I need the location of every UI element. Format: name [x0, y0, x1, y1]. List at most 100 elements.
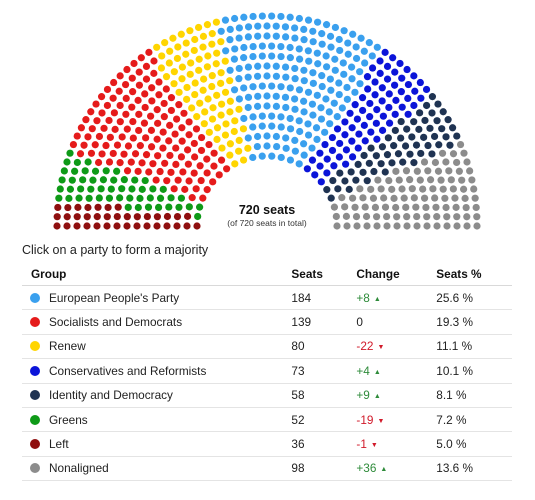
seat-dot[interactable]	[69, 140, 78, 149]
seat-dot[interactable]	[148, 97, 156, 105]
seat-dot[interactable]	[152, 176, 160, 184]
seat-dot[interactable]	[150, 57, 158, 65]
seat-dot[interactable]	[244, 33, 252, 41]
seat-dot[interactable]	[398, 185, 406, 193]
seat-dot[interactable]	[63, 222, 71, 230]
seat-dot[interactable]	[253, 132, 262, 141]
seat-dot[interactable]	[166, 151, 174, 160]
seat-dot[interactable]	[303, 165, 311, 173]
seat-dot[interactable]	[165, 137, 173, 145]
seat-dot[interactable]	[347, 168, 355, 176]
seat-dot[interactable]	[148, 84, 156, 92]
seat-dot[interactable]	[400, 194, 408, 202]
seat-dot[interactable]	[181, 185, 189, 193]
seat-dot[interactable]	[208, 30, 216, 38]
seat-dot[interactable]	[268, 122, 276, 130]
seat-dot[interactable]	[321, 128, 329, 136]
seat-dot[interactable]	[66, 185, 75, 193]
seat-dot[interactable]	[129, 117, 137, 126]
seat-dot[interactable]	[377, 185, 385, 193]
seat-dot[interactable]	[159, 185, 167, 193]
seat-dot[interactable]	[309, 111, 317, 119]
seat-dot[interactable]	[291, 75, 299, 83]
seat-dot[interactable]	[106, 133, 114, 141]
seat-dot[interactable]	[348, 153, 357, 161]
seat-dot[interactable]	[217, 111, 225, 119]
seat-dot[interactable]	[97, 93, 106, 101]
seat-dot[interactable]	[403, 222, 411, 230]
seat-dot[interactable]	[173, 115, 181, 123]
seat-dot[interactable]	[410, 159, 418, 167]
seat-dot[interactable]	[183, 212, 192, 220]
seat-dot[interactable]	[249, 113, 257, 121]
seat-dot[interactable]	[277, 12, 285, 21]
seat-dot[interactable]	[362, 212, 371, 221]
seat-dot[interactable]	[459, 185, 468, 193]
seat-dot[interactable]	[416, 109, 424, 117]
seat-dot[interactable]	[331, 66, 339, 74]
seat-dot[interactable]	[170, 185, 178, 193]
seat-dot[interactable]	[394, 150, 403, 158]
seat-dot[interactable]	[393, 213, 401, 221]
seat-dot[interactable]	[154, 119, 162, 127]
seat-dot[interactable]	[420, 133, 428, 141]
seat-dot[interactable]	[199, 194, 207, 202]
seat-dot[interactable]	[328, 133, 337, 142]
seat-dot[interactable]	[434, 100, 442, 108]
seat-dot[interactable]	[378, 126, 387, 134]
seat-dot[interactable]	[385, 176, 393, 185]
seat-dot[interactable]	[201, 108, 209, 116]
seat-dot[interactable]	[128, 103, 136, 111]
seat-dot[interactable]	[322, 52, 330, 60]
seat-dot[interactable]	[349, 194, 357, 202]
seat-dot[interactable]	[308, 144, 316, 152]
seat-dot[interactable]	[109, 149, 117, 158]
seat-dot[interactable]	[131, 176, 139, 184]
seat-dot[interactable]	[442, 133, 450, 141]
seat-dot[interactable]	[103, 101, 111, 110]
seat-dot[interactable]	[235, 105, 243, 113]
seat-dot[interactable]	[286, 125, 295, 133]
seat-dot[interactable]	[124, 142, 133, 150]
seat-dot[interactable]	[178, 63, 186, 71]
seat-dot[interactable]	[300, 66, 308, 74]
seat-dot[interactable]	[235, 147, 243, 155]
seat-dot[interactable]	[273, 142, 281, 151]
seat-dot[interactable]	[184, 160, 192, 168]
seat-dot[interactable]	[134, 203, 142, 212]
seat-dot[interactable]	[343, 95, 351, 103]
seat-dot[interactable]	[282, 33, 290, 41]
seat-dot[interactable]	[304, 47, 312, 55]
seat-dot[interactable]	[373, 106, 381, 114]
seat-dot[interactable]	[200, 120, 208, 128]
seat-dot[interactable]	[87, 108, 95, 116]
seat-dot[interactable]	[363, 222, 371, 230]
seat-dot[interactable]	[472, 203, 480, 212]
seat-dot[interactable]	[342, 146, 351, 154]
seat-dot[interactable]	[226, 108, 234, 116]
seat-dot[interactable]	[191, 90, 199, 99]
seat-dot[interactable]	[426, 176, 435, 184]
seat-dot[interactable]	[458, 176, 466, 184]
seat-dot[interactable]	[286, 43, 294, 52]
seat-dot[interactable]	[116, 118, 124, 126]
seat-dot[interactable]	[351, 203, 359, 211]
seat-dot[interactable]	[192, 185, 200, 193]
seat-dot[interactable]	[133, 222, 141, 230]
seat-dot[interactable]	[231, 45, 239, 53]
seat-dot[interactable]	[244, 103, 252, 112]
seat-dot[interactable]	[355, 130, 363, 138]
seat-dot[interactable]	[385, 90, 393, 98]
seat-dot[interactable]	[277, 123, 285, 131]
seat-dot[interactable]	[240, 43, 248, 52]
seat-dot[interactable]	[180, 109, 188, 117]
seat-dot[interactable]	[226, 140, 234, 148]
seat-dot[interactable]	[328, 146, 337, 155]
seat-dot[interactable]	[391, 110, 399, 118]
seat-dot[interactable]	[272, 92, 280, 100]
seat-dot[interactable]	[268, 82, 276, 90]
seat-dot[interactable]	[174, 43, 182, 51]
seat-dot[interactable]	[331, 55, 339, 63]
seat-dot[interactable]	[304, 88, 313, 96]
seat-dot[interactable]	[419, 185, 427, 193]
